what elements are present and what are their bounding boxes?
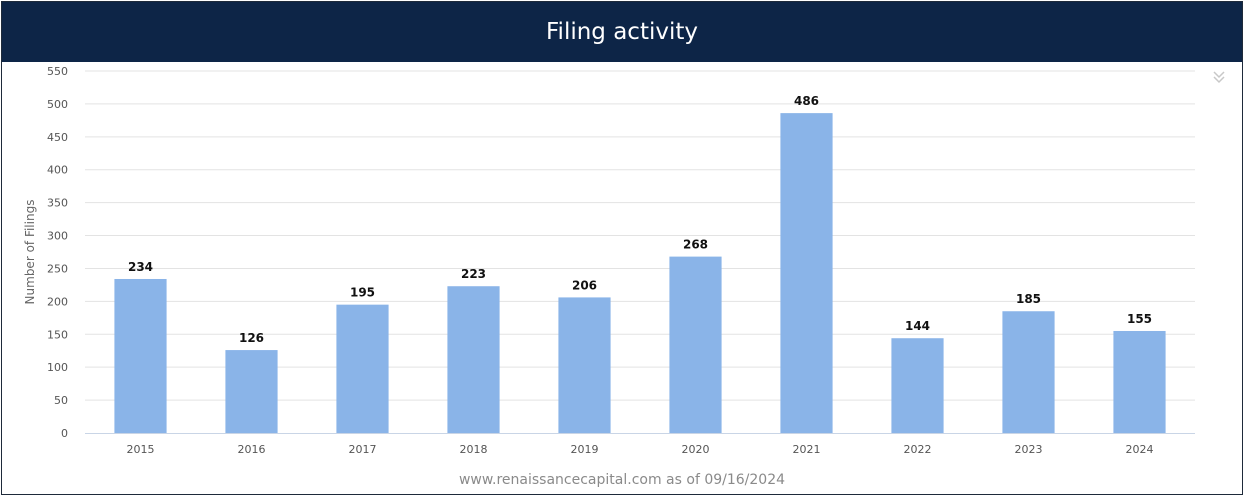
bar-2024[interactable] bbox=[1113, 330, 1166, 433]
grid-lines bbox=[85, 70, 1195, 401]
x-axis-ticks: 2015 2016 2017 2018 2019 2020 2021 2022 2023 2024 bbox=[127, 443, 1154, 456]
data-label: 155 bbox=[1127, 312, 1152, 326]
y-tick-label: 150 bbox=[47, 328, 68, 341]
x-tick-label: 2024 bbox=[1126, 443, 1154, 456]
x-tick-label: 2017 bbox=[349, 443, 377, 456]
x-tick-label: 2023 bbox=[1015, 443, 1043, 456]
data-label: 195 bbox=[350, 286, 375, 300]
y-tick-label: 200 bbox=[47, 295, 68, 308]
y-tick-label: 400 bbox=[47, 164, 68, 177]
data-label: 185 bbox=[1016, 292, 1041, 306]
data-labels: 234 126 195 223 206 268 486 144 185 155 bbox=[128, 94, 1152, 345]
x-tick-label: 2016 bbox=[238, 443, 266, 456]
y-tick-label: 50 bbox=[54, 394, 68, 407]
data-label: 144 bbox=[905, 319, 930, 333]
bar-2022[interactable] bbox=[891, 338, 944, 433]
x-tick-label: 2021 bbox=[793, 443, 821, 456]
bar-2021[interactable] bbox=[780, 113, 833, 434]
y-axis-label: Number of Filings bbox=[23, 200, 37, 305]
bar-2023[interactable] bbox=[1002, 311, 1055, 433]
bar-2016[interactable] bbox=[225, 350, 278, 433]
chart-title: Filing activity bbox=[546, 19, 698, 45]
data-label: 126 bbox=[239, 331, 264, 345]
y-tick-label: 450 bbox=[47, 131, 68, 144]
y-tick-label: 0 bbox=[61, 427, 68, 440]
bar-2018[interactable] bbox=[447, 286, 500, 433]
y-axis-ticks: 0 50 100 150 200 250 300 350 400 450 500 550 bbox=[47, 65, 68, 440]
y-tick-label: 500 bbox=[47, 98, 68, 111]
bar-2015[interactable] bbox=[114, 278, 167, 433]
x-tick-label: 2019 bbox=[571, 443, 599, 456]
chart-header: Filing activity bbox=[2, 2, 1242, 62]
double-chevron-down-icon[interactable] bbox=[1210, 68, 1228, 86]
data-label: 268 bbox=[683, 238, 708, 252]
x-tick-label: 2020 bbox=[682, 443, 710, 456]
bar-chart: 0 50 100 150 200 250 300 350 400 450 500 550 234 126… bbox=[23, 65, 1195, 456]
x-tick-label: 2018 bbox=[460, 443, 488, 456]
y-tick-label: 250 bbox=[47, 262, 68, 275]
y-tick-label: 300 bbox=[47, 230, 68, 243]
y-tick-label: 350 bbox=[47, 197, 68, 210]
source-footer: www.renaissancecapital.com as of 09/16/2… bbox=[458, 472, 786, 488]
bar-2020[interactable] bbox=[669, 256, 722, 433]
bar-2017[interactable] bbox=[336, 304, 389, 433]
bars bbox=[114, 113, 1166, 434]
x-tick-label: 2022 bbox=[904, 443, 932, 456]
data-label: 234 bbox=[128, 260, 153, 274]
y-tick-label: 100 bbox=[47, 361, 68, 374]
data-label: 206 bbox=[572, 278, 597, 292]
y-tick-label: 550 bbox=[47, 65, 68, 78]
x-tick-label: 2015 bbox=[127, 443, 155, 456]
data-label: 223 bbox=[461, 267, 486, 281]
data-label: 486 bbox=[794, 94, 819, 108]
bar-2019[interactable] bbox=[558, 297, 611, 433]
